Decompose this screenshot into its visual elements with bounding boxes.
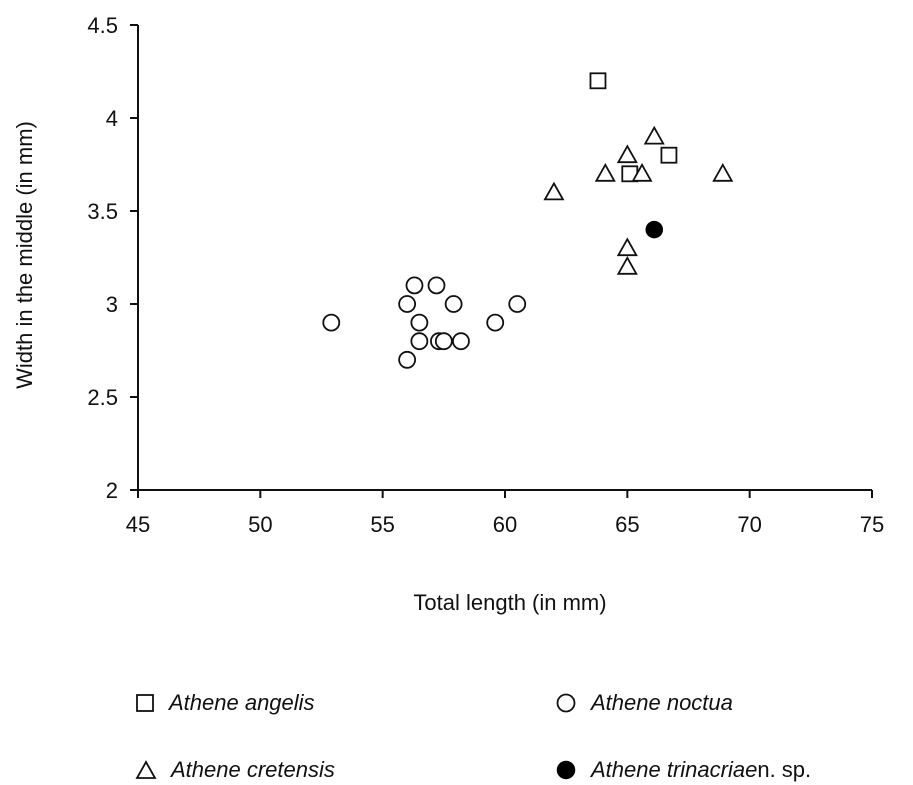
x-tick-label: 55 [370,512,394,537]
point-circle [452,332,470,351]
point-circle [427,276,446,295]
square-marker-icon [136,694,154,712]
y-tick-label: 4.5 [87,13,118,38]
y-tick-label: 2 [106,478,118,503]
point-triangle [643,125,665,145]
data-points [322,72,734,369]
point-triangle [594,162,616,182]
legend-item-trinacriae: Athene trinacriae n. sp. [555,755,811,785]
legend-label-suffix: n. sp. [757,757,812,782]
point-triangle [616,255,638,275]
point-filled-circle [645,220,663,239]
point-circle [434,332,453,351]
legend: Athene angelis Athene noctua Athene cret… [135,680,913,785]
point-circle [322,313,341,332]
point-square [660,146,678,164]
legend-label: Athene angelis [169,690,315,715]
legend-item-cretensis: Athene cretensis [135,755,335,785]
point-triangle [543,181,565,201]
point-circle [410,313,429,332]
y-axis-title: Width in the middle (in mm) [12,121,37,389]
legend-item-noctua: Athene noctua [555,688,733,718]
filled-circle-marker-icon [556,760,576,780]
y-tick-label: 4 [106,106,118,131]
scatter-chart: 45 50 55 60 65 70 75 2 2.5 3 3.5 4 4.5 Total length … [12,13,884,615]
legend-item-angelis: Athene angelis [135,688,315,718]
x-tick-label: 70 [737,512,761,537]
legend-label: Athene cretensis [171,757,335,782]
point-triangle [616,144,638,164]
x-axis-title: Total length (in mm) [413,590,606,615]
x-tick-label: 60 [493,512,517,537]
y-tick-label: 2.5 [87,385,118,410]
y-tick-label: 3 [106,292,118,317]
point-circle [508,295,527,313]
circle-marker-icon [556,693,576,713]
point-triangle [712,162,734,182]
x-tick-label: 45 [126,512,150,537]
point-circle [444,295,463,313]
x-tick-label: 65 [615,512,639,537]
point-circle [398,350,417,369]
point-triangle [631,162,653,182]
point-circle [405,276,424,295]
legend-label: Athene trinacriae [591,757,758,782]
triangle-marker-icon [135,760,157,779]
axes: 45 50 55 60 65 70 75 2 2.5 3 3.5 4 4.5 [87,13,884,537]
point-square [589,72,607,90]
point-circle [410,332,429,351]
point-triangle [616,237,638,257]
point-circle [398,295,417,313]
x-tick-label: 50 [248,512,272,537]
legend-label: Athene noctua [591,690,733,715]
y-tick-label: 3.5 [87,199,118,224]
point-circle [486,313,505,332]
x-tick-label: 75 [860,512,884,537]
